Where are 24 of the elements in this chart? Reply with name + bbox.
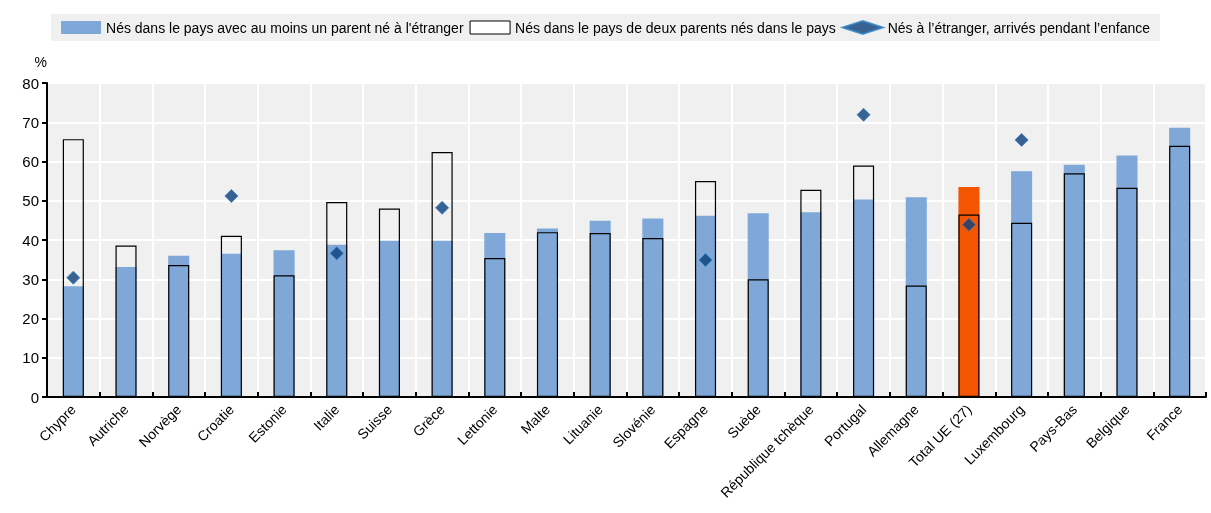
y-tick-label: 60	[22, 153, 39, 170]
legend-label: Nés dans le pays de deux parents nés dans le pays	[515, 19, 836, 36]
legend-label: Nés à l’étranger, arrivés pendant l’enfance	[887, 19, 1151, 36]
bar	[62, 286, 84, 397]
point	[698, 253, 713, 268]
point	[329, 246, 344, 261]
y-tick-label: 20	[22, 310, 39, 327]
bar	[1011, 171, 1033, 397]
bar	[905, 197, 927, 397]
y-tick-label: 0	[30, 388, 39, 406]
legend-label: Nés dans le pays avec au moins un parent né à l'étranger	[106, 19, 464, 36]
y-tick-label: 10	[22, 349, 39, 367]
y-axis-title: %	[34, 54, 47, 70]
point	[961, 217, 976, 232]
point	[435, 200, 450, 215]
y-tick-label: 50	[22, 192, 39, 210]
y-tick-label: 30	[22, 270, 39, 288]
point	[224, 189, 239, 204]
y-tick-label: 40	[22, 231, 39, 249]
y-tick-label: 70	[22, 113, 39, 131]
point	[856, 107, 871, 122]
y-tick-label: 80	[22, 74, 39, 92]
point	[1014, 132, 1029, 147]
point	[66, 270, 81, 285]
